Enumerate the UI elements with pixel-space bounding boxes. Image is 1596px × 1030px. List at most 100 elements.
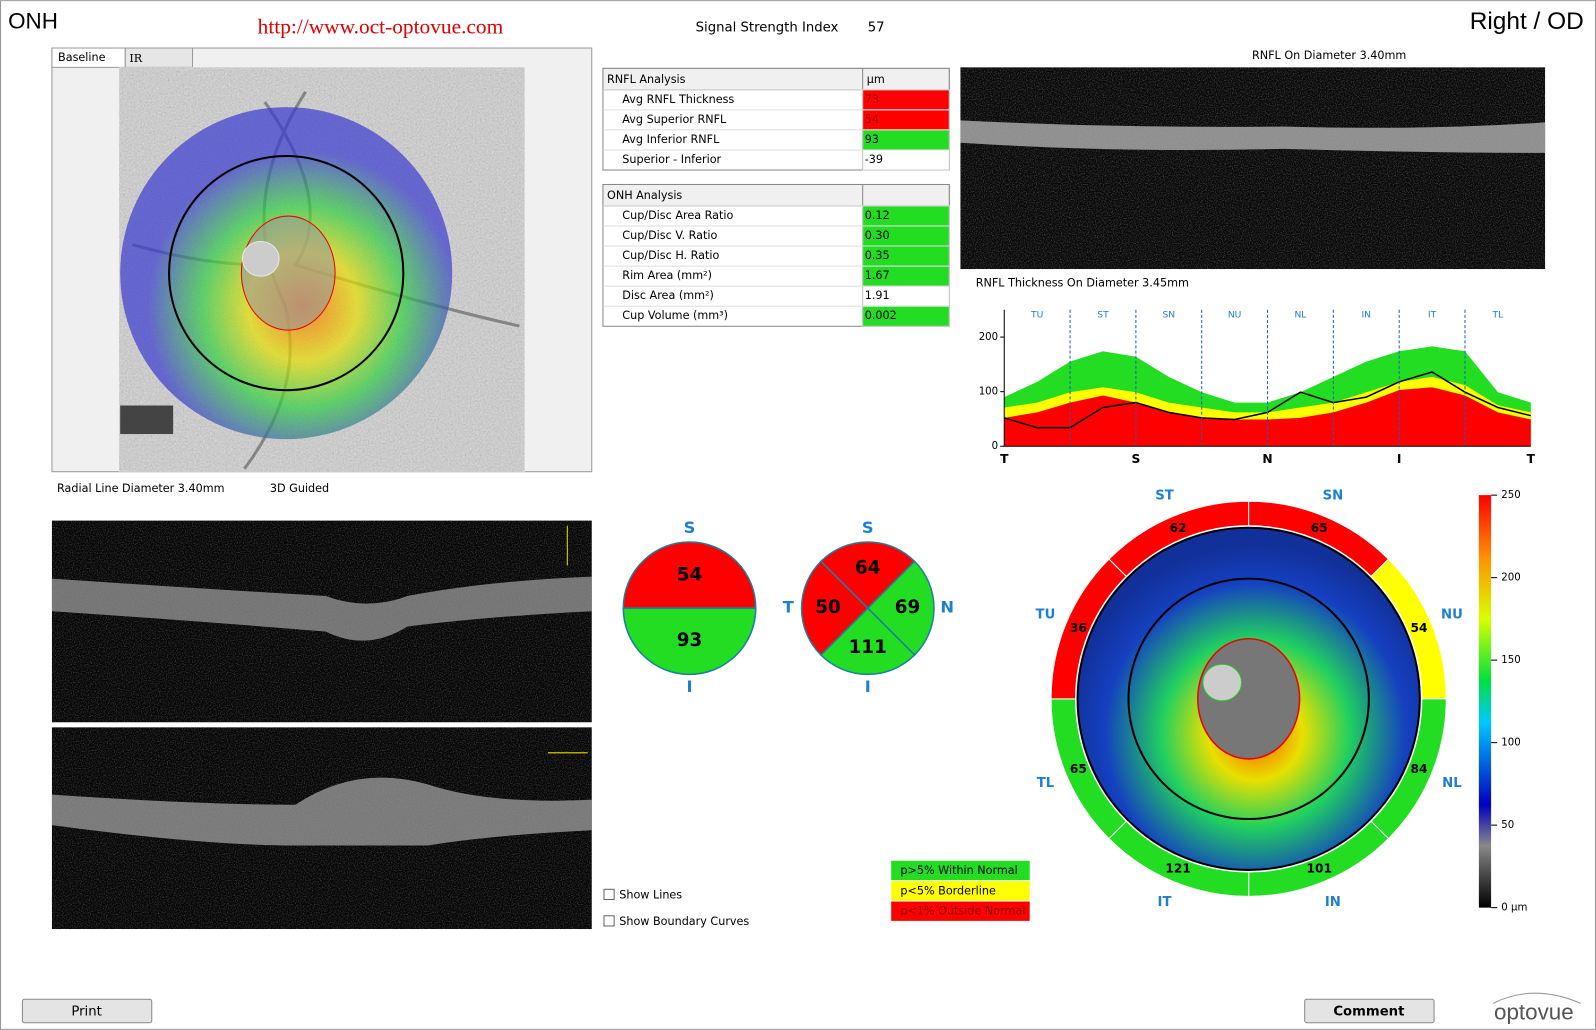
sector-label: IT	[1428, 309, 1437, 320]
row-value: 0.002	[865, 309, 897, 322]
retina-band	[51, 576, 592, 641]
checkbox-label: Show Boundary Curves	[619, 915, 749, 928]
rnfl-scan-label: RNFL On Diameter 3.40mm	[1252, 49, 1406, 62]
clock-value: 54	[1410, 621, 1427, 635]
row-label: Cup/Disc Area Ratio	[622, 209, 733, 222]
sector-name: S	[862, 518, 874, 537]
colorbar-label: 200	[1501, 573, 1520, 584]
comment-button[interactable]	[1304, 998, 1435, 1024]
tab-label: IR	[129, 52, 142, 65]
row-label: Superior - Inferior	[622, 153, 721, 166]
table-header-cell: ONH Analysis	[607, 189, 682, 202]
clock-sector	[1370, 698, 1447, 840]
x-label: N	[1262, 452, 1272, 466]
row-label: Avg RNFL Thickness	[622, 93, 734, 106]
radial-line-label: Radial Line Diameter 3.40mm	[57, 482, 224, 495]
sector-value: 69	[895, 597, 921, 618]
sector-name: S	[684, 518, 696, 537]
sector	[622, 541, 757, 609]
sector-label: NL	[1294, 309, 1307, 320]
title: ONH	[8, 8, 58, 33]
clock-sector	[1108, 820, 1250, 897]
x-label: S	[1131, 452, 1140, 466]
sector-label: ST	[1097, 309, 1109, 320]
tab-label: Baseline	[58, 51, 106, 64]
clock-name: ST	[1155, 489, 1174, 504]
colorbar-label: 250	[1501, 490, 1520, 501]
clock-name: TU	[1036, 608, 1056, 623]
clock-value: 101	[1306, 862, 1332, 876]
y-tick-label: 0	[992, 441, 998, 452]
url: http://www.oct-optovue.com	[258, 15, 504, 39]
clock-name: NL	[1442, 776, 1462, 791]
sector-name: I	[865, 677, 871, 696]
sector-label: IN	[1361, 309, 1371, 320]
legend-swatch	[891, 901, 1030, 921]
clock-name: TL	[1037, 776, 1055, 791]
clock-value: 36	[1070, 621, 1087, 635]
legend-swatch	[891, 860, 1030, 881]
clock-name: NU	[1441, 608, 1463, 623]
sector-value: 111	[849, 637, 887, 658]
signal-value: 57	[868, 21, 885, 36]
row-label: Cup/Disc H. Ratio	[622, 249, 719, 262]
clock-sector	[1050, 558, 1127, 700]
scan-circle	[1127, 577, 1370, 821]
clock-sector	[1248, 500, 1390, 578]
sector-value: 93	[677, 630, 703, 651]
clock-name: IN	[1325, 895, 1341, 910]
sector	[819, 541, 916, 610]
clock-value: 65	[1070, 762, 1087, 776]
sector-value: 50	[815, 597, 841, 618]
clock-name: SN	[1323, 489, 1344, 504]
x-label: I	[1397, 452, 1402, 466]
sector-label: TL	[1492, 309, 1505, 320]
legend-label: p<5% Borderline	[900, 884, 996, 897]
colorbar-label: 100	[1501, 738, 1520, 749]
clock-value: 62	[1170, 521, 1187, 535]
sector-name: N	[940, 598, 954, 617]
colorbar	[1478, 495, 1492, 908]
checkbox[interactable]	[603, 888, 615, 900]
sector-label: SN	[1162, 309, 1175, 320]
rnfl-noise	[960, 67, 1546, 270]
row-value: -39	[865, 153, 883, 166]
sector	[819, 607, 916, 676]
clock-sector	[1248, 820, 1390, 897]
scan-circle	[168, 154, 405, 392]
x-label: T	[1000, 452, 1009, 466]
sector-label: NU	[1228, 309, 1242, 320]
retina-band	[51, 777, 592, 846]
clock-sector	[1370, 558, 1447, 700]
retina-band	[960, 120, 1546, 153]
row-label: Avg Inferior RNFL	[622, 133, 720, 146]
clock-value: 84	[1410, 762, 1427, 776]
checkbox[interactable]	[603, 915, 615, 927]
clock-value: 65	[1311, 521, 1328, 535]
cup-margin	[241, 241, 280, 277]
clock-value: 121	[1165, 862, 1191, 876]
sector	[622, 607, 757, 676]
row-value: 1.91	[865, 289, 890, 302]
colorbar-label: 150	[1501, 655, 1520, 666]
print-button[interactable]	[21, 998, 153, 1024]
row-value: 54	[865, 113, 879, 126]
sector-name: I	[686, 677, 692, 696]
colorbar-label: 0 µm	[1501, 903, 1527, 914]
tsnit-title: RNFL Thickness On Diameter 3.45mm	[976, 276, 1189, 289]
sector	[800, 560, 869, 657]
cup	[1202, 663, 1243, 702]
sector-name: T	[783, 598, 795, 617]
colorbar-label: 50	[1501, 820, 1514, 831]
row-label: Avg Superior RNFL	[622, 113, 727, 126]
sector-value: 54	[677, 565, 703, 586]
sector-label: TU	[1030, 309, 1043, 320]
button-label: Print	[71, 1005, 101, 1020]
table-header-cell: µm	[867, 73, 885, 86]
legend-label: p<1% Outside Normal	[900, 905, 1025, 918]
logo-arc	[1492, 992, 1581, 1004]
checkbox-label: Show Lines	[619, 888, 682, 901]
x-label: T	[1527, 452, 1536, 466]
